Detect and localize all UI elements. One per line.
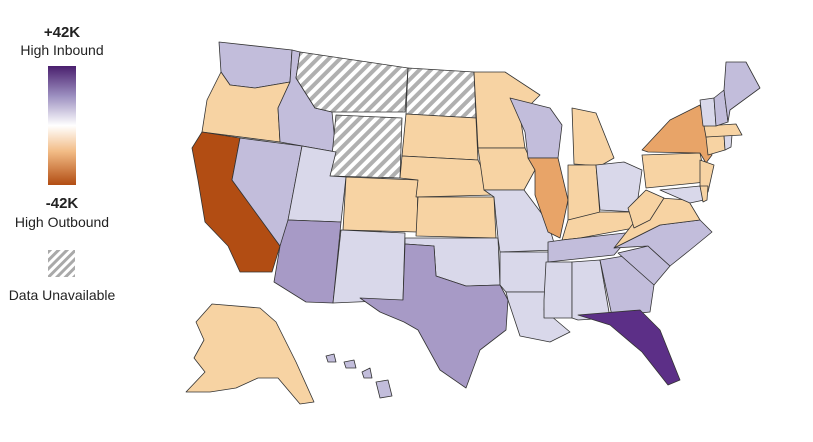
state-ma (703, 123, 743, 138)
state-de (699, 185, 709, 203)
state-me (723, 61, 761, 123)
state-il (527, 157, 569, 239)
legend-min-label: -42K (45, 195, 79, 212)
state-ms (543, 261, 573, 319)
state-wy (329, 114, 403, 179)
legend-unavailable-swatch (48, 250, 75, 277)
legend-max-caption: High Inbound (20, 42, 104, 58)
legend-min-caption: High Outbound (14, 214, 110, 230)
legend-unavailable-caption: Data Unavailable (8, 287, 116, 303)
state-wv (627, 189, 665, 229)
state-oh (595, 161, 643, 213)
state-ak (185, 303, 315, 405)
states-layer (185, 41, 761, 405)
state-nj (699, 159, 715, 193)
state-ri (723, 134, 733, 151)
legend-max-label: +42K (43, 24, 81, 41)
state-ne (399, 155, 495, 198)
state-tx (359, 243, 509, 389)
state-ar (499, 251, 551, 293)
state-mi (571, 107, 615, 167)
state-fl (577, 309, 681, 386)
state-vt (699, 97, 717, 127)
state-az (273, 219, 342, 304)
state-ct (705, 134, 726, 156)
state-hi (325, 353, 393, 399)
state-wa (218, 41, 293, 89)
state-mt (295, 51, 409, 113)
state-ia (477, 147, 536, 191)
state-in (567, 164, 601, 221)
state-pa (641, 152, 707, 189)
state-ny (641, 104, 713, 164)
state-co (342, 176, 419, 233)
state-mo (483, 189, 557, 253)
legend-gradient-bar (48, 66, 76, 185)
state-ks (415, 196, 497, 239)
state-nm (332, 229, 406, 304)
state-nd (405, 67, 477, 119)
state-sd (401, 113, 479, 161)
